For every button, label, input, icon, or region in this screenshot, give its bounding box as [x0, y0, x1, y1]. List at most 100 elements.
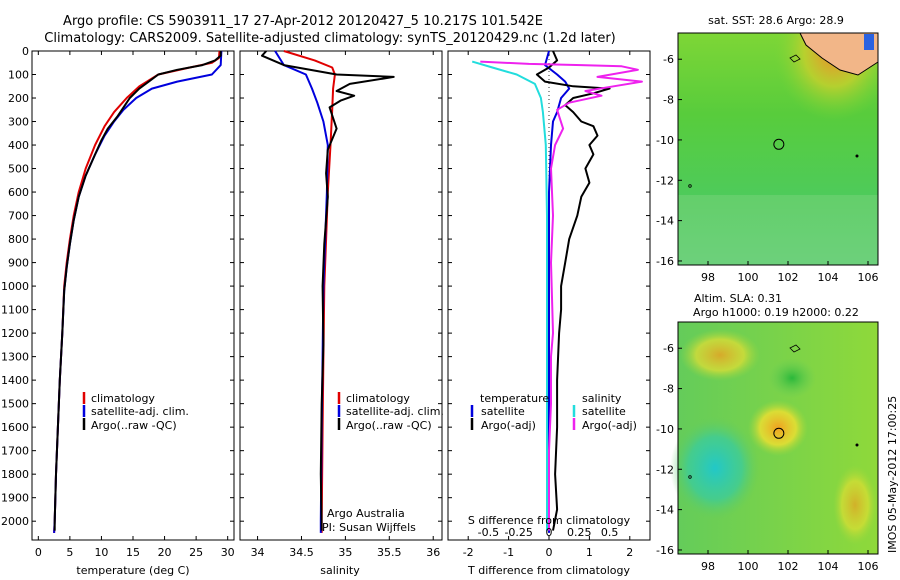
x-tick-label: 25: [189, 546, 203, 559]
lon-tick-label: 98: [701, 271, 715, 284]
difference-legend: temperature salinity satellite Argo(-adj…: [470, 392, 637, 432]
lon-tick-label: 104: [818, 271, 839, 284]
lat-tick-label: -12: [656, 463, 674, 476]
temperature-legend: climatology satellite-adj. clim. Argo(..…: [82, 392, 189, 432]
legend-label-climatology: climatology: [91, 392, 155, 405]
island-dot-east: [855, 154, 859, 158]
x-tick-label: 2: [626, 546, 633, 559]
x-tick-label: 0: [546, 546, 553, 559]
depth-tick-label: 400: [8, 139, 29, 152]
depth-tick-label: 1100: [1, 304, 29, 317]
x-tick-label: 34.5: [289, 546, 314, 559]
depth-tick-label: 1600: [1, 421, 29, 434]
sla-green-patch: [768, 358, 816, 398]
depth-tick-label: 1400: [1, 374, 29, 387]
x-tick-label: 36: [426, 546, 440, 559]
sla-map-frame: [677, 321, 879, 555]
s-tick-label: -0.25: [504, 526, 532, 539]
depth-tick-label: 1200: [1, 327, 29, 340]
lat-tick-label: -8: [663, 94, 674, 107]
argo-position-marker: [773, 138, 785, 150]
legend-label-temp-argo: Argo(-adj): [481, 419, 536, 432]
s-difference-secondary-axis: -0.5 -0.25 0 0.25 0.5: [478, 526, 619, 539]
lon-tick-label: 102: [778, 271, 799, 284]
salinity-x-label: salinity: [320, 564, 360, 577]
depth-tick-label: 1500: [1, 398, 29, 411]
depth-tick-label: 900: [8, 257, 29, 270]
lat-tick-label: -8: [663, 383, 674, 396]
depth-tick-label: 600: [8, 186, 29, 199]
temperature-x-axis: 0 5 10 15 20 25 30: [35, 51, 235, 559]
land-sumatra: [800, 33, 878, 75]
difference-panel: -2 -1 0 1 2 T difference from climatology S …: [447, 50, 651, 577]
depth-tick-label: 500: [8, 163, 29, 176]
depth-tick-label: 1800: [1, 468, 29, 481]
sst-map-frame: [677, 32, 879, 266]
sla-cold-eddy: [670, 416, 760, 520]
sla-map-subtitle: Argo h1000: 0.19 h2000: 0.22: [693, 306, 859, 319]
salinity-depth-ticks: [240, 50, 442, 522]
series-line-argo-raw-qc: [53, 51, 222, 531]
lat-tick-label: -6: [663, 53, 674, 66]
temperature-axes-frame: [31, 50, 235, 541]
lon-tick-label: 100: [738, 271, 759, 284]
lat-tick-label: -12: [656, 174, 674, 187]
depth-tick-label: 100: [8, 69, 29, 82]
argo-australia-annotation: Argo Australia: [327, 507, 405, 520]
legend-label-satellite: satellite-adj. clim.: [346, 405, 444, 418]
s-tick-label: 0.5: [601, 526, 619, 539]
legend-header-salinity: salinity: [582, 392, 622, 405]
lon-tick-label: 100: [738, 560, 759, 573]
x-tick-label: 34: [251, 546, 265, 559]
x-tick-label: 30: [221, 546, 235, 559]
depth-tick-label: 2000: [1, 515, 29, 528]
s-tick-label: 0.25: [567, 526, 592, 539]
x-tick-label: -1: [503, 546, 514, 559]
depth-tick-label: 1000: [1, 280, 29, 293]
salinity-legend: climatology satellite-adj. clim. Argo(..…: [337, 392, 444, 432]
sla-map-title: Altim. SLA: 0.31: [694, 292, 782, 305]
salinity-x-axis: 34 34.5 35 35.5 36: [251, 51, 440, 559]
s-tick-label: -0.5: [478, 526, 499, 539]
lon-tick-label: 104: [818, 560, 839, 573]
x-tick-label: 1: [586, 546, 593, 559]
lon-tick-label: 98: [701, 560, 715, 573]
legend-label-sal-satellite: satellite: [582, 405, 626, 418]
difference-depth-ticks: [448, 50, 650, 522]
island-dot-west: [688, 184, 692, 188]
imos-timestamp: IMOS 05-May-2012 17:00:25: [886, 396, 899, 553]
pi-annotation: PI: Susan Wijffels: [322, 521, 416, 534]
series-line-argo-adj-temperature: [535, 50, 611, 531]
x-tick-label: 35: [338, 546, 352, 559]
depth-tick-label: 1700: [1, 445, 29, 458]
lat-tick-label: -6: [663, 342, 674, 355]
island-small: [789, 54, 801, 63]
sla-latitude-axis: -6 -8 -10 -12 -14 -16: [656, 342, 682, 557]
salinity-panel: 34 34.5 35 35.5 36 salinity climatology sate…: [239, 50, 444, 577]
argo-position-marker: [773, 427, 785, 439]
x-tick-label: 15: [126, 546, 140, 559]
x-tick-label: 5: [66, 546, 73, 559]
lat-tick-label: -14: [656, 504, 674, 517]
figure-title-line2: Climatology: CARS2009. Satellite-adjuste…: [44, 31, 616, 46]
depth-tick-label: 700: [8, 210, 29, 223]
sla-longitude-axis: 98 100 102 104 106: [701, 550, 879, 573]
lat-tick-label: -10: [656, 134, 674, 147]
island-dot-west: [688, 475, 692, 479]
series-line-argo-raw-qc: [261, 50, 395, 531]
series-line-satellite-adj-clim: [53, 50, 223, 533]
depth-axis: 0 100 200 300 400 500 600 700 800 900 1000 1100 1200…: [1, 45, 234, 528]
s-difference-x-label: S difference from climatology: [468, 514, 631, 527]
salinity-axes-frame: [239, 50, 443, 541]
lat-tick-label: -10: [656, 423, 674, 436]
coastline: [799, 32, 879, 76]
x-tick-label: 20: [158, 546, 172, 559]
lon-tick-label: 106: [858, 560, 879, 573]
sst-map-title: sat. SST: 28.6 Argo: 28.9: [708, 14, 844, 27]
legend-header-temperature: temperature: [480, 392, 549, 405]
x-tick-label: 10: [94, 546, 108, 559]
lat-tick-label: -14: [656, 215, 674, 228]
series-line-climatology: [283, 50, 336, 533]
legend-label-sal-argo: Argo(-adj): [582, 419, 637, 432]
sst-top-right-pixel: [864, 34, 874, 50]
